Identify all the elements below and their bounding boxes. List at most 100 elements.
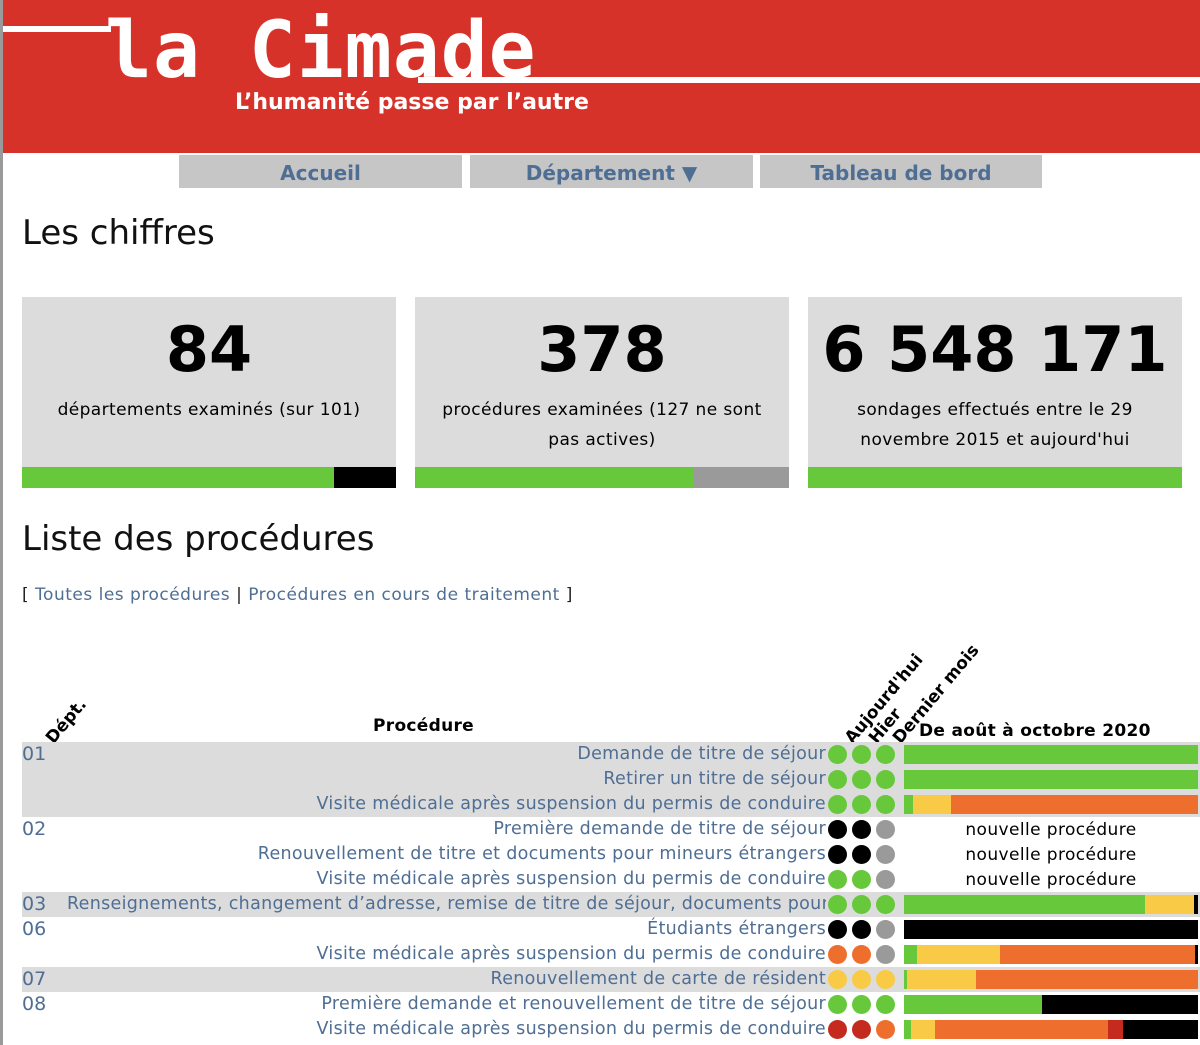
status-last-month-dot bbox=[876, 820, 895, 839]
status-last-month-dot bbox=[876, 895, 895, 914]
column-header-procedure: Procédure bbox=[373, 716, 475, 736]
row-dept: 03 bbox=[22, 893, 47, 915]
table-row: Renouvellement de titre et documents pou… bbox=[22, 842, 1200, 867]
history-bar-segment bbox=[904, 1020, 912, 1039]
row-procedure-link[interactable]: Première demande de titre de séjour bbox=[493, 819, 826, 839]
row-procedure-link[interactable]: Visite médicale après suspension du perm… bbox=[316, 869, 826, 889]
table-row: 08 Première demande et renouvellement de … bbox=[22, 992, 1200, 1017]
status-yesterday-dot bbox=[852, 945, 871, 964]
row-dept: 07 bbox=[22, 968, 47, 990]
row-procedure-link[interactable]: Visite médicale après suspension du perm… bbox=[316, 794, 826, 814]
table-row: 02 Première demande de titre de séjour nou… bbox=[22, 817, 1200, 842]
status-yesterday-dot bbox=[852, 870, 871, 889]
history-bar-segment bbox=[1042, 995, 1198, 1014]
status-last-month-dot bbox=[876, 770, 895, 789]
row-new-procedure-label: nouvelle procédure bbox=[965, 870, 1137, 890]
stat-progress-bar bbox=[808, 467, 1182, 488]
stat-label: départements examinés (sur 101) bbox=[57, 400, 361, 420]
row-history-bar bbox=[904, 995, 1198, 1014]
row-history-bar bbox=[904, 970, 1198, 989]
logo-line-right bbox=[418, 77, 1200, 83]
row-history-bar bbox=[904, 795, 1198, 814]
history-bar-segment bbox=[917, 945, 1000, 964]
nav-departement-dropdown[interactable]: Département ▼ bbox=[470, 155, 753, 188]
row-dept: 08 bbox=[22, 993, 47, 1015]
table-row: Visite médicale après suspension du perm… bbox=[22, 792, 1200, 817]
status-last-month-dot bbox=[876, 795, 895, 814]
status-last-month-dot bbox=[876, 845, 895, 864]
stat-label: procédures examinées (127 ne sont pas ac… bbox=[442, 400, 762, 450]
stat-bar-segment bbox=[22, 467, 334, 488]
history-bar-segment bbox=[904, 895, 1146, 914]
history-bar-segment bbox=[904, 970, 907, 989]
row-procedure-link[interactable]: Retirer un titre de séjour bbox=[603, 769, 826, 789]
history-bar-segment bbox=[976, 970, 1198, 989]
status-last-month-dot bbox=[876, 970, 895, 989]
stat-bar-segment bbox=[333, 467, 396, 488]
status-today-dot bbox=[828, 970, 847, 989]
page-left-border bbox=[0, 0, 3, 1045]
nav-accueil[interactable]: Accueil bbox=[179, 155, 462, 188]
figures-title: Les chiffres bbox=[22, 213, 215, 253]
stat-card-procedures: 378 procédures examinées (127 ne sont pa… bbox=[415, 297, 789, 488]
status-yesterday-dot bbox=[852, 1020, 871, 1039]
history-bar-segment bbox=[934, 1020, 1109, 1039]
column-header-period: De août à octobre 2020 bbox=[919, 721, 1151, 741]
stat-value: 378 bbox=[537, 313, 667, 386]
filter-all-procedures-link[interactable]: Toutes les procédures bbox=[35, 585, 231, 605]
status-today-dot bbox=[828, 795, 847, 814]
stat-value: 6 548 171 bbox=[822, 313, 1168, 386]
history-bar-segment bbox=[906, 970, 977, 989]
status-today-dot bbox=[828, 845, 847, 864]
row-procedure-link[interactable]: Étudiants étrangers bbox=[647, 919, 826, 939]
row-procedure-link[interactable]: Renouvellement de carte de résident bbox=[490, 969, 826, 989]
stat-value: 84 bbox=[165, 313, 253, 386]
row-history-bar bbox=[904, 770, 1198, 789]
row-history-bar bbox=[904, 895, 1198, 914]
history-bar-segment bbox=[999, 945, 1196, 964]
row-history-bar bbox=[904, 745, 1198, 764]
table-row: Retirer un titre de séjour bbox=[22, 767, 1200, 792]
row-procedure-link[interactable]: Renseignements, changement d’adresse, re… bbox=[67, 894, 826, 914]
filter-processing-link[interactable]: Procédures en cours de traitement bbox=[248, 585, 560, 605]
row-history-bar bbox=[904, 1020, 1198, 1039]
stat-label: sondages effectués entre le 29 novembre … bbox=[857, 400, 1133, 450]
status-today-dot bbox=[828, 820, 847, 839]
history-bar-segment bbox=[904, 945, 918, 964]
row-procedure-link[interactable]: Renouvellement de titre et documents pou… bbox=[257, 844, 826, 864]
row-history-bar bbox=[904, 945, 1198, 964]
stat-progress-bar bbox=[415, 467, 789, 488]
row-dept: 02 bbox=[22, 818, 47, 840]
table-row: Visite médicale après suspension du perm… bbox=[22, 1017, 1200, 1042]
procedure-filters: [ Toutes les procédures | Procédures en … bbox=[22, 585, 573, 605]
history-bar-segment bbox=[904, 920, 1198, 939]
history-bar-segment bbox=[904, 770, 1198, 789]
logo-line-left bbox=[3, 26, 111, 32]
status-today-dot bbox=[828, 745, 847, 764]
history-bar-segment bbox=[912, 795, 952, 814]
site-banner: la Cimade L’humanité passe par l’autre bbox=[3, 0, 1200, 153]
status-yesterday-dot bbox=[852, 745, 871, 764]
status-today-dot bbox=[828, 1020, 847, 1039]
stat-progress-bar bbox=[22, 467, 396, 488]
history-bar-segment bbox=[904, 745, 1198, 764]
status-yesterday-dot bbox=[852, 845, 871, 864]
stat-card-departments: 84 départements examinés (sur 101) bbox=[22, 297, 396, 488]
table-row: Visite médicale après suspension du perm… bbox=[22, 942, 1200, 967]
row-procedure-link[interactable]: Première demande et renouvellement de ti… bbox=[321, 994, 826, 1014]
row-procedure-link[interactable]: Visite médicale après suspension du perm… bbox=[316, 944, 826, 964]
history-bar-segment bbox=[951, 795, 1198, 814]
filter-bracket-open: [ bbox=[22, 585, 30, 605]
status-yesterday-dot bbox=[852, 820, 871, 839]
table-row: 07 Renouvellement de carte de résident bbox=[22, 967, 1200, 992]
stat-card-surveys: 6 548 171 sondages effectués entre le 29… bbox=[808, 297, 1182, 488]
table-row: 03 Renseignements, changement d’adresse, … bbox=[22, 892, 1200, 917]
status-yesterday-dot bbox=[852, 970, 871, 989]
table-row: Visite médicale après suspension du perm… bbox=[22, 867, 1200, 892]
nav-tableau-de-bord[interactable]: Tableau de bord bbox=[760, 155, 1042, 188]
history-bar-segment bbox=[911, 1020, 935, 1039]
row-procedure-link[interactable]: Visite médicale après suspension du perm… bbox=[316, 1019, 826, 1039]
row-procedure-link[interactable]: Demande de titre de séjour bbox=[577, 744, 826, 764]
stat-bar-segment bbox=[694, 467, 789, 488]
row-new-procedure-label: nouvelle procédure bbox=[965, 820, 1137, 840]
